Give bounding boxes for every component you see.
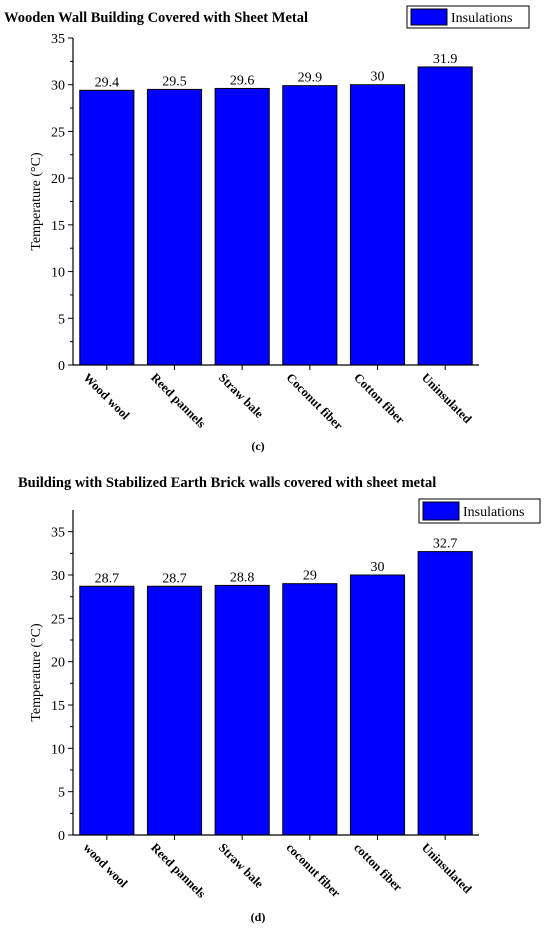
bar-6 [417, 66, 473, 366]
bar-2 [146, 585, 203, 836]
y-tick-label: 30 [51, 79, 65, 94]
data-label: 30 [371, 560, 385, 575]
x-tick-label: cotton fiber [351, 840, 405, 894]
y-tick-label: 15 [51, 699, 65, 714]
y-tick-label: 10 [51, 266, 65, 281]
y-axis-label: Temperature (°C) [29, 152, 44, 251]
y-tick-label: 35 [51, 526, 65, 541]
y-tick-label: 30 [51, 569, 65, 584]
legend: Insulations [406, 5, 530, 29]
x-tick-label: coconut fiber [283, 840, 343, 900]
bar-5 [349, 84, 406, 366]
bar-1 [79, 89, 135, 366]
bar-3 [214, 584, 270, 836]
legend-label: Insulations [451, 11, 512, 26]
data-label: 29.5 [162, 74, 187, 89]
y-tick-label: 10 [51, 742, 65, 757]
chart-panel-2: Building with Stabilized Earth Brick wal… [18, 475, 541, 924]
data-label: 30 [371, 70, 385, 85]
chart-title: Wooden Wall Building Covered with Sheet … [4, 10, 308, 26]
x-tick-label: Wood wool [80, 370, 132, 422]
y-tick-label: 25 [51, 612, 65, 627]
bar-1 [79, 585, 135, 836]
y-tick-label: 15 [51, 219, 65, 234]
y-tick-label: 35 [51, 32, 65, 47]
data-label: 31.9 [433, 52, 458, 67]
x-tick-label: wood wool [80, 840, 130, 890]
legend-swatch [422, 501, 460, 521]
panel-label: (d) [251, 910, 266, 924]
bar-4 [282, 583, 338, 836]
data-label: 28.8 [230, 570, 255, 585]
y-tick-label: 5 [58, 312, 65, 327]
legend: Insulations [418, 498, 541, 524]
data-label: 29.4 [95, 75, 120, 90]
x-tick-label: Uninsulated [419, 370, 475, 426]
y-tick-label: 5 [58, 786, 65, 801]
x-tick-label: Uninsulated [419, 840, 475, 896]
y-tick-label: 0 [58, 359, 65, 374]
legend-swatch [410, 8, 448, 26]
y-tick-label: 20 [51, 172, 65, 187]
x-tick-label: Coconut fiber [283, 370, 346, 433]
data-label: 28.7 [162, 571, 187, 586]
bar-4 [282, 85, 338, 366]
bar-6 [417, 551, 473, 836]
panel-label: (c) [251, 439, 264, 453]
bar-5 [349, 574, 406, 836]
x-tick-label: Straw bale [216, 370, 267, 421]
legend-label: Insulations [463, 505, 524, 520]
data-label: 28.7 [95, 571, 120, 586]
data-label: 29.6 [230, 73, 255, 88]
y-tick-label: 0 [58, 829, 65, 844]
chart-panel-1: Wooden Wall Building Covered with Sheet … [4, 5, 530, 453]
data-label: 29.9 [298, 71, 323, 86]
chart-title: Building with Stabilized Earth Brick wal… [18, 475, 436, 491]
x-tick-label: Reed pannels [148, 370, 208, 430]
x-tick-label: Straw bale [216, 840, 267, 891]
y-tick-label: 25 [51, 125, 65, 140]
data-label: 29 [303, 569, 317, 584]
bar-2 [146, 88, 203, 366]
y-axis-label: Temperature (°C) [29, 623, 44, 722]
x-tick-label: Reed pannels [148, 840, 208, 900]
data-label: 32.7 [433, 537, 458, 552]
x-tick-label: Cotton fiber [351, 370, 408, 427]
bar-3 [214, 87, 270, 366]
y-tick-label: 20 [51, 656, 65, 671]
